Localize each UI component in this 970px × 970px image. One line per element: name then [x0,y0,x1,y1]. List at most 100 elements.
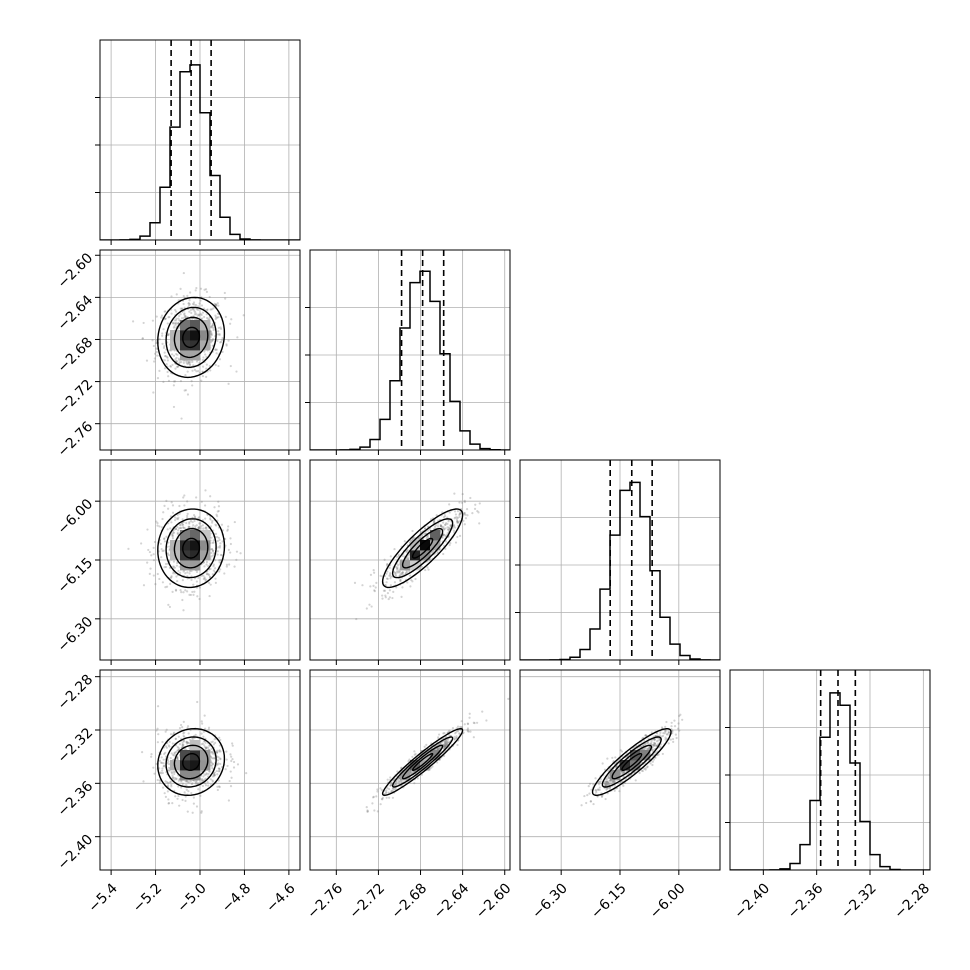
scatter-point [174,518,177,522]
scatter-point [164,565,168,569]
scatter-point [164,745,167,748]
scatter-point [162,346,166,350]
scatter-point [152,344,155,348]
scatter-point [170,785,173,788]
scatter-point [439,524,442,527]
scatter-point [197,370,200,373]
scatter-point [170,295,173,298]
scatter-point [174,516,177,519]
scatter-point [678,714,681,718]
scatter-point [185,788,188,791]
scatter-point [156,354,159,357]
scatter-point [212,338,215,341]
scatter-point [163,752,166,756]
scatter-point [203,745,207,749]
scatter-point [353,581,357,584]
scatter-point [385,791,388,794]
scatter-point [181,598,184,602]
scatter-point [453,737,456,741]
scatter-point [186,810,189,813]
scatter-point [200,732,203,735]
scatter-point [673,719,676,722]
scatter-point [176,797,179,800]
scatter-point [671,737,675,741]
x-tick-label: −2.68 [389,880,431,922]
scatter-point [216,773,219,776]
scatter-point [204,527,207,530]
scatter-point [218,332,221,336]
scatter-point [589,800,592,803]
scatter-point [440,525,443,528]
scatter-point [426,525,430,528]
scatter-point [172,405,176,409]
scatter-point [195,313,198,316]
scatter-point [664,738,667,741]
scatter-point [218,769,221,773]
scatter-point [170,575,173,578]
scatter-point [436,748,439,751]
scatter-point [443,741,446,744]
scatter-point [214,317,217,321]
scatter-point [169,364,172,368]
scatter-point [204,727,207,730]
scatter-point [442,533,445,536]
scatter-point [391,596,394,600]
scatter-point [178,804,181,807]
scatter-point [420,534,423,537]
density-cell [180,770,191,781]
scatter-point [162,549,165,552]
scatter-point [201,524,204,527]
scatter-point [214,303,217,306]
scatter-point [170,501,173,504]
density-cell [420,540,431,551]
scatter-point [650,731,653,734]
scatter-point [420,565,424,568]
density-cell [610,770,621,781]
scatter-point [168,781,172,784]
scatter-point [167,553,170,557]
scatter-point [188,299,191,302]
scatter-point [216,510,219,513]
scatter-point [167,744,170,747]
contour-line [601,736,662,788]
scatter-point [173,770,176,774]
scatter-point [388,574,391,577]
x-tick-label: −6.30 [529,880,571,922]
scatter-point [455,736,459,739]
scatter-point [166,790,169,793]
scatter-point [210,332,213,335]
scatter-point [173,777,177,780]
scatter-point [451,726,455,730]
scatter-point [211,752,214,755]
scatter-point [235,550,239,553]
scatter-point [215,513,218,516]
scatter-point [376,790,379,793]
scatter-point [164,310,167,313]
scatter-point [208,295,211,299]
scatter-point [659,731,662,735]
y-tick-label: −2.32 [55,725,97,767]
scatter-point [199,287,203,290]
scatter-point [641,744,645,747]
scatter-point [507,697,510,701]
scatter-point [401,571,404,574]
scatter-point [445,522,448,525]
scatter-point [212,775,216,778]
scatter-point [172,560,176,563]
scatter-point [205,772,208,775]
scatter-point [212,569,215,572]
scatter-point [211,763,215,766]
scatter-point [173,319,176,322]
scatter-point [395,570,399,573]
scatter-point [472,736,475,739]
scatter-point [231,742,234,745]
scatter-point [187,302,190,305]
scatter-point [216,536,219,539]
scatter-point [167,332,170,336]
scatter-point [208,769,211,773]
scatter-point [394,573,397,576]
scatter-point [233,565,236,568]
scatter-point [396,571,399,574]
scatter-point [219,327,223,330]
scatter-point [373,590,376,593]
